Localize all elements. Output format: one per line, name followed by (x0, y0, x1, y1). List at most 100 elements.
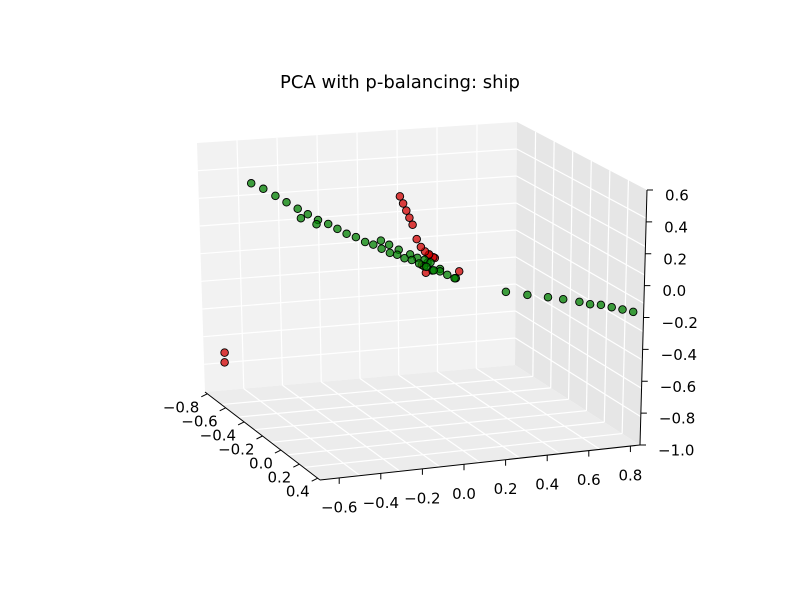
data-point-green[interactable] (376, 236, 386, 245)
y-tick-label: −0.6 (321, 498, 357, 516)
grid-line (276, 137, 284, 386)
data-point-red[interactable] (220, 358, 229, 367)
data-point-green[interactable] (296, 213, 306, 223)
grid-line (516, 148, 647, 219)
grid-line (515, 229, 645, 304)
z-tick-label: −0.2 (662, 314, 698, 332)
data-point-green[interactable] (543, 292, 553, 302)
grid-line (197, 148, 517, 172)
grid-line (515, 283, 643, 361)
grid-line (550, 141, 555, 388)
data-point-green[interactable] (443, 270, 452, 280)
data-point-green[interactable] (607, 302, 616, 312)
data-point-green[interactable] (312, 219, 321, 229)
data-point-green[interactable] (392, 250, 402, 259)
data-point-green[interactable] (351, 232, 361, 242)
data-point-green[interactable] (407, 255, 417, 265)
z-tick-label: 0.6 (665, 187, 689, 205)
y-tick-label: 0.0 (452, 485, 476, 503)
x-tick-mark (256, 435, 263, 440)
data-point-green[interactable] (360, 237, 370, 247)
x-tick-mark (219, 407, 226, 412)
grid-line (475, 367, 601, 450)
grid-line (202, 283, 516, 310)
x-tick-label: 0.2 (267, 469, 291, 487)
data-point-green[interactable] (585, 299, 595, 309)
x-tick-mark (237, 421, 245, 426)
grid-line (198, 175, 517, 199)
data-point-green[interactable] (429, 266, 438, 275)
grid-line (436, 127, 439, 372)
y-tick-label: 0.8 (618, 467, 642, 485)
data-point-red[interactable] (412, 234, 421, 244)
data-point-green[interactable] (323, 219, 333, 229)
data-point-green[interactable] (628, 307, 638, 317)
data-point-green[interactable] (369, 240, 378, 249)
grid-line (356, 132, 361, 379)
y-tick-label: 0.2 (494, 480, 518, 498)
grid-line (514, 337, 642, 418)
data-point-green[interactable] (450, 274, 459, 283)
z-tick-label: −1.0 (658, 442, 694, 460)
data-point-green[interactable] (575, 297, 584, 307)
y-tick-label: 0.6 (577, 471, 601, 489)
grid-line (201, 256, 516, 282)
data-point-red[interactable] (402, 206, 411, 215)
data-point-green[interactable] (400, 253, 409, 263)
data-point-red[interactable] (408, 220, 417, 230)
data-point-green[interactable] (342, 229, 351, 239)
data-point-green[interactable] (414, 259, 424, 268)
grid-line (204, 337, 516, 365)
axis-lines (201, 189, 653, 484)
y-tick-label: −0.2 (404, 489, 440, 507)
data-point-red[interactable] (405, 213, 414, 222)
grid-lines (197, 124, 647, 477)
data-point-green[interactable] (303, 210, 313, 219)
data-point-green[interactable] (422, 262, 431, 272)
z-tick-label: 0.0 (662, 282, 686, 300)
data-point-green[interactable] (271, 191, 280, 201)
grid-line (515, 256, 644, 333)
data-point-green[interactable] (333, 224, 342, 234)
data-point-green[interactable] (558, 294, 568, 304)
z-tick-label: −0.8 (659, 410, 695, 428)
data-points[interactable] (220, 179, 638, 367)
x-tick-label: −0.2 (218, 441, 254, 459)
y-axis-line (319, 444, 641, 481)
x-tick-label: −0.4 (200, 426, 236, 444)
data-point-red[interactable] (395, 192, 405, 201)
chart-title: PCA with p-balancing: ship (280, 72, 520, 93)
y-tick-label: 0.4 (535, 476, 559, 494)
grid-line (359, 378, 481, 463)
data-point-green[interactable] (385, 248, 395, 258)
grid-line (475, 124, 478, 369)
data-point-green[interactable] (282, 198, 291, 207)
data-point-green[interactable] (384, 240, 394, 250)
z-tick-label: 0.2 (663, 250, 687, 268)
data-point-green[interactable] (246, 179, 256, 188)
grid-line (603, 170, 611, 423)
data-point-red[interactable] (398, 199, 408, 208)
grid-line (200, 229, 517, 255)
data-point-green[interactable] (523, 290, 532, 300)
x-tick-mark (311, 477, 318, 482)
x-tick-mark (274, 449, 282, 454)
data-point-red[interactable] (220, 348, 229, 357)
data-point-green[interactable] (596, 300, 606, 310)
data-point-green[interactable] (377, 244, 386, 253)
x-tick-label: −0.6 (181, 412, 217, 430)
data-point-red[interactable] (416, 242, 426, 252)
data-point-green[interactable] (259, 184, 268, 194)
data-point-green[interactable] (618, 305, 627, 314)
grid-line (567, 151, 574, 400)
grid-line (515, 310, 642, 389)
data-point-green[interactable] (501, 287, 511, 297)
data-point-green[interactable] (293, 204, 302, 213)
grid-line (236, 140, 245, 389)
grid-line (243, 388, 361, 477)
data-point-red[interactable] (454, 267, 464, 276)
x-tick-label: −0.8 (163, 398, 199, 416)
x-tick-label: 0.4 (286, 483, 310, 501)
